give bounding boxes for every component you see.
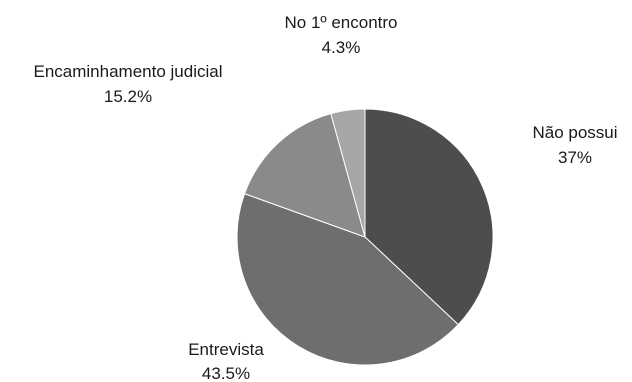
slice-no-1-encontro bbox=[330, 108, 366, 238]
slice-encaminhamento-judicial bbox=[243, 113, 366, 238]
slice-label-entrevista: Entrevista bbox=[188, 340, 264, 359]
slice-nao-possui bbox=[364, 108, 494, 326]
slice-entrevista bbox=[236, 192, 460, 366]
slice-value-entrevista: 43.5% bbox=[202, 364, 250, 382]
slice-value-encaminhamento-judicial: 15.2% bbox=[104, 87, 152, 106]
pie-slices bbox=[236, 108, 494, 366]
slice-value-no-1-encontro: 4.3% bbox=[322, 38, 361, 57]
slice-label-encaminhamento-judicial: Encaminhamento judicial bbox=[34, 62, 223, 81]
slice-label-nao-possui: Não possui bbox=[532, 123, 617, 142]
slice-label-no-1-encontro: No 1º encontro bbox=[285, 13, 398, 32]
slice-value-nao-possui: 37% bbox=[558, 148, 592, 167]
